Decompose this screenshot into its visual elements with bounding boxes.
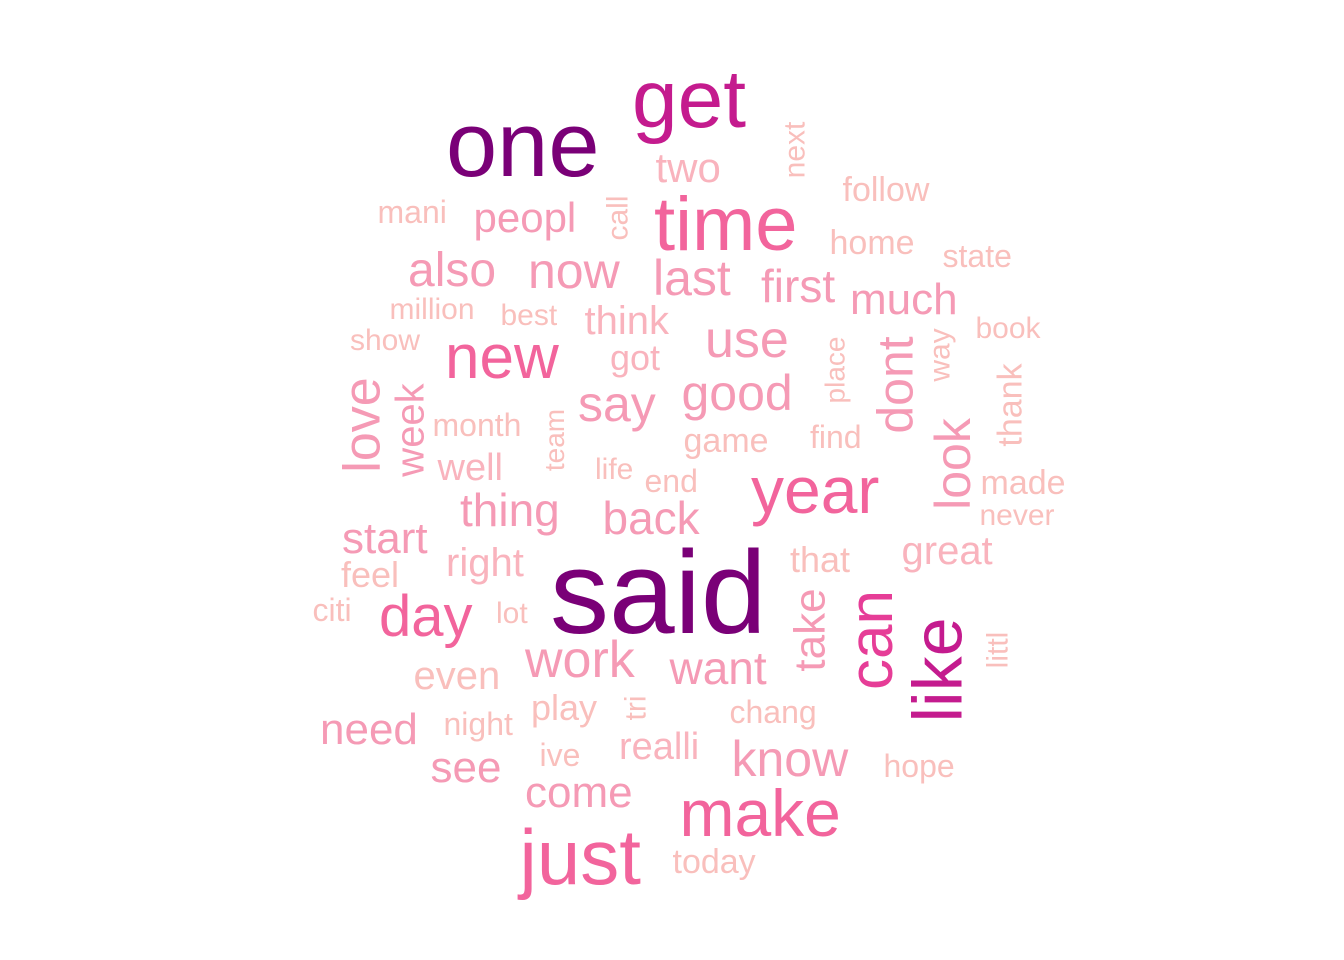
word-made: made [980, 464, 1066, 502]
word-first: first [761, 260, 836, 312]
word-time: time [654, 182, 798, 267]
word-much: much [850, 275, 958, 324]
word-never: never [979, 499, 1055, 532]
word-feel: feel [341, 554, 400, 595]
word-look: look [924, 418, 981, 510]
word-ive: ive [539, 737, 581, 773]
word-play: play [531, 687, 598, 728]
word-think: think [584, 299, 670, 343]
word-well: well [437, 447, 503, 489]
word-next: next [777, 121, 811, 179]
word-said: said [550, 527, 767, 659]
word-month: month [432, 407, 522, 443]
word-million: million [389, 293, 475, 326]
word-good: good [681, 365, 793, 421]
word-like: like [898, 617, 977, 723]
word-even: even [413, 654, 501, 698]
word-follow: follow [842, 171, 930, 209]
word-last: last [653, 250, 731, 306]
word-take: take [785, 588, 835, 672]
word-start: start [342, 514, 428, 563]
word-see: see [430, 743, 502, 792]
word-hope: hope [883, 748, 955, 784]
word-night: night [443, 706, 513, 742]
word-that: that [790, 539, 851, 580]
word-today: today [672, 843, 756, 881]
word-can: can [836, 590, 906, 690]
word-end: end [644, 463, 698, 499]
word-great: great [901, 529, 993, 573]
word-know: know [731, 731, 849, 787]
word-tri: tri [619, 695, 652, 721]
word-make: make [679, 776, 841, 850]
word-citi: citi [312, 592, 352, 628]
word-also: also [408, 244, 497, 297]
word-best: best [500, 299, 558, 332]
word-show: show [350, 324, 421, 357]
word-new: new [445, 323, 559, 392]
word-place: place [818, 336, 850, 404]
word-two: two [655, 144, 721, 191]
word-say: say [578, 376, 656, 432]
word-just: just [519, 813, 641, 901]
word-call: call [601, 195, 635, 241]
word-game: game [683, 422, 769, 460]
word-home: home [829, 224, 915, 262]
word-realli: realli [619, 726, 700, 768]
word-mani: mani [377, 194, 447, 230]
word-come: come [525, 768, 633, 817]
word-find: find [810, 419, 862, 455]
word-year: year [751, 453, 880, 527]
word-love: love [333, 377, 392, 473]
word-thing: thing [460, 484, 560, 536]
word-work: work [525, 631, 635, 689]
word-right: right [446, 541, 524, 585]
word-now: now [528, 243, 620, 299]
word-want: want [669, 642, 767, 694]
word-need: need [320, 705, 418, 754]
word-chang: chang [729, 694, 817, 730]
word-team: team [539, 408, 571, 472]
word-use: use [705, 311, 789, 369]
word-state: state [942, 238, 1012, 274]
word-one: one [446, 94, 600, 196]
word-dont: dont [867, 336, 924, 434]
word-thank: thank [991, 363, 1030, 447]
word-lot: lot [496, 597, 528, 630]
word-got: got [610, 337, 661, 378]
word-get: get [632, 54, 746, 145]
word-peopl: peopl [473, 194, 577, 241]
word-day: day [379, 584, 473, 649]
word-back: back [602, 492, 700, 544]
word-way: way [923, 328, 957, 382]
word-life: life [595, 453, 634, 486]
word-book: book [975, 312, 1041, 345]
word-littl: littl [980, 631, 1014, 669]
word-week: week [388, 383, 433, 477]
